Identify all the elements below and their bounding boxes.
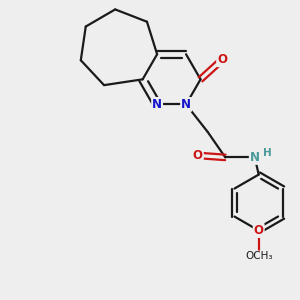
Text: OCH₃: OCH₃ [245, 251, 272, 261]
Text: O: O [193, 149, 203, 162]
Text: O: O [254, 224, 264, 237]
Text: H: H [263, 148, 272, 158]
Text: O: O [217, 53, 227, 66]
Text: N: N [152, 98, 162, 111]
Text: N: N [181, 98, 191, 111]
Text: N: N [250, 151, 260, 164]
